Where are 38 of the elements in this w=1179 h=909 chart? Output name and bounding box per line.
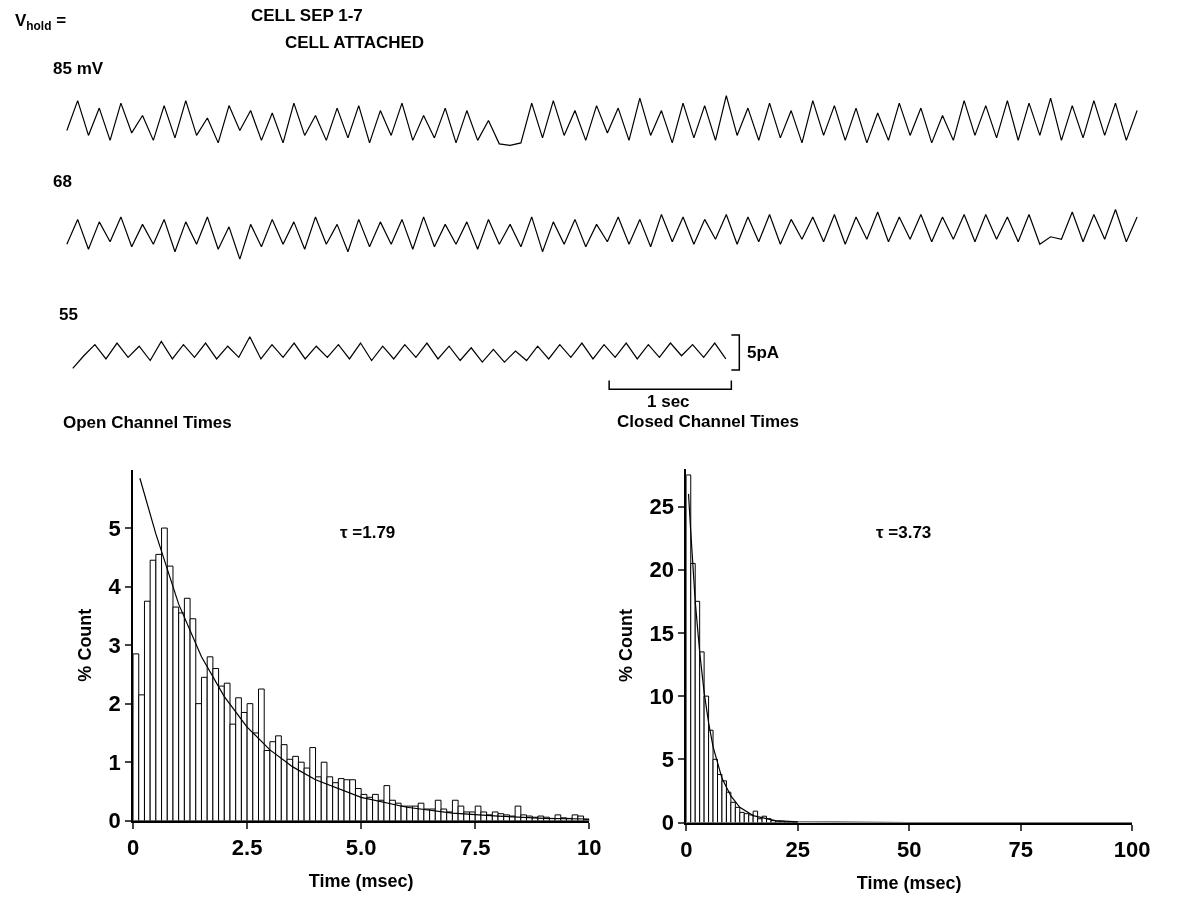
chart-subtitle: CELL ATTACHED [285,33,425,52]
y-tick-label: 3 [108,632,121,658]
x-axis-title: Time (msec) [308,870,414,891]
chart-title: Closed Channel Times [617,412,800,431]
x-tick-label: 2.5 [231,835,263,861]
y-tick-label: 2 [108,691,121,717]
series-label: 85 mV [53,59,104,78]
series-label: 55 [59,305,78,324]
text: V$_{hold}$ = [15,11,67,33]
x-tick-label: 10 [577,835,602,861]
y-axis-title: % Count [75,608,96,682]
x-tick-label: 25 [785,836,810,862]
x-tick-label: 50 [896,836,922,862]
y-axis-title: % Count [616,609,637,683]
x-tick-label: 5.0 [345,835,377,861]
x-tick-label: 0 [126,835,140,861]
y-tick-label: 15 [649,620,674,646]
series-label: 68 [53,172,72,191]
y-tick-label: 25 [649,494,674,520]
y-tick-label: 4 [108,574,122,600]
y-tick-label: 1 [108,749,121,775]
x-tick-label: 75 [1008,836,1033,862]
y-tick-label: 0 [108,808,121,834]
annotation: τ =1.79 [340,523,396,542]
y-tick-label: 0 [661,810,674,836]
y-tick-label: 5 [108,515,121,541]
x-axis-title: Time (msec) [856,872,962,893]
chart-title: Open Channel Times [63,413,232,432]
text: 5pA [747,343,780,362]
chart-title: CELL SEP 1-7 [251,6,363,25]
x-tick-label: 0 [680,836,693,862]
x-tick-label: 100 [1113,836,1151,862]
y-tick-label: 20 [649,557,674,583]
annotation: τ =3.73 [876,523,932,542]
text: 1 sec [647,392,690,411]
x-tick-label: 7.5 [459,835,491,861]
y-tick-label: 10 [649,683,674,709]
y-tick-label: 5 [661,747,674,773]
